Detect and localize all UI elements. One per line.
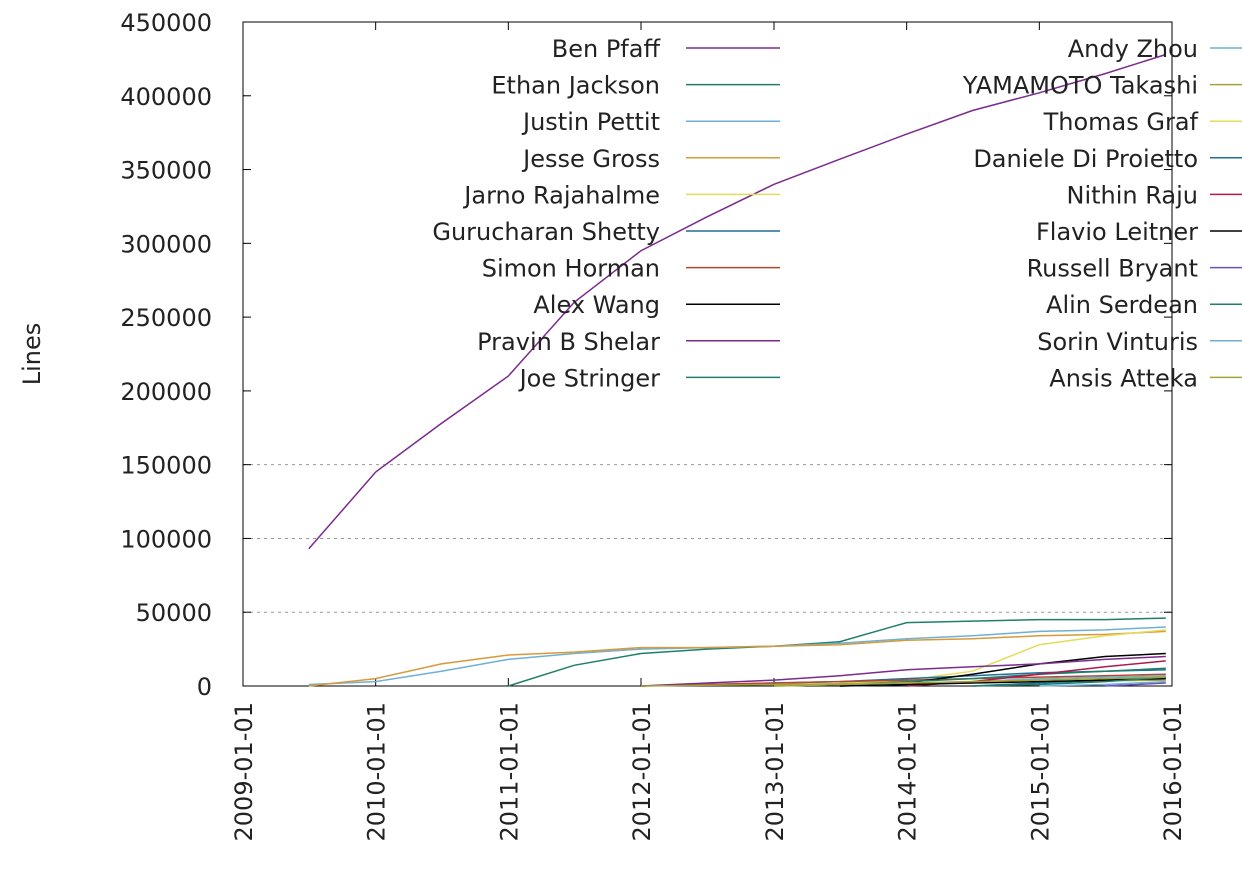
legend-label: Jarno Rajahalme (462, 181, 660, 209)
x-tick-label: 2012-01-01 (628, 702, 656, 841)
legend-label: YAMAMOTO Takashi (962, 72, 1198, 100)
legend-label: Simon Horman (482, 255, 660, 283)
legend-label: Gurucharan Shetty (432, 218, 660, 246)
legend-label: Ben Pfaff (552, 35, 661, 63)
data-line (839, 677, 1166, 687)
legend-label: Justin Pettit (521, 108, 660, 136)
legend-label: Russell Bryant (1027, 255, 1198, 283)
y-tick-label: 50000 (136, 599, 212, 627)
y-tick-label: 450000 (120, 9, 212, 37)
y-axis-label: Lines (18, 323, 46, 386)
legend-label: Sorin Vinturis (1037, 328, 1198, 356)
y-tick-label: 250000 (120, 304, 212, 332)
x-tick-label: 2009-01-01 (230, 702, 258, 841)
legend-label: Pravin B Shelar (477, 328, 660, 356)
data-line (1105, 682, 1166, 687)
data-line (972, 676, 1166, 687)
x-tick-label: 2016-01-01 (1159, 702, 1187, 841)
x-tick-label: 2013-01-01 (761, 702, 789, 841)
data-line (773, 676, 1166, 687)
legend-label: Jesse Gross (521, 145, 660, 173)
y-tick-label: 0 (197, 673, 212, 701)
x-tick-label: 2015-01-01 (1026, 702, 1054, 841)
data-line (308, 630, 1166, 687)
y-tick-label: 350000 (120, 157, 212, 185)
y-tick-label: 400000 (120, 83, 212, 111)
x-tick-label: 2011-01-01 (495, 702, 523, 841)
legend-label: Thomas Graf (1043, 108, 1199, 136)
legend-label: Flavio Leitner (1036, 218, 1198, 246)
y-tick-label: 200000 (120, 378, 212, 406)
legend-background (245, 30, 1170, 400)
y-tick-label: 150000 (120, 452, 212, 480)
data-line (1039, 680, 1166, 687)
legend-label: Ethan Jackson (491, 72, 660, 100)
data-line (308, 53, 1167, 550)
legend-label: Alin Serdean (1046, 291, 1198, 319)
y-tick-label: 300000 (120, 230, 212, 258)
legend-label: Andy Zhou (1068, 35, 1198, 63)
data-line (640, 655, 1166, 687)
legend-label: Alex Wang (533, 291, 660, 319)
y-tick-label: 100000 (120, 525, 212, 553)
legend-label: Joe Stringer (518, 364, 661, 392)
x-tick-label: 2014-01-01 (894, 702, 922, 841)
data-line (640, 673, 1166, 687)
legend-label: Nithin Raju (1067, 181, 1198, 209)
legend-label: Ansis Atteka (1049, 364, 1198, 392)
legend-label: Daniele Di Proietto (973, 145, 1198, 173)
data-line (508, 617, 1166, 687)
x-tick-label: 2010-01-01 (363, 702, 391, 841)
